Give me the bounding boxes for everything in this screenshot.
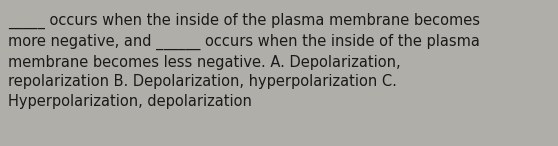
Text: _____ occurs when the inside of the plasma membrane becomes
more negative, and _: _____ occurs when the inside of the plas… [8,13,480,109]
